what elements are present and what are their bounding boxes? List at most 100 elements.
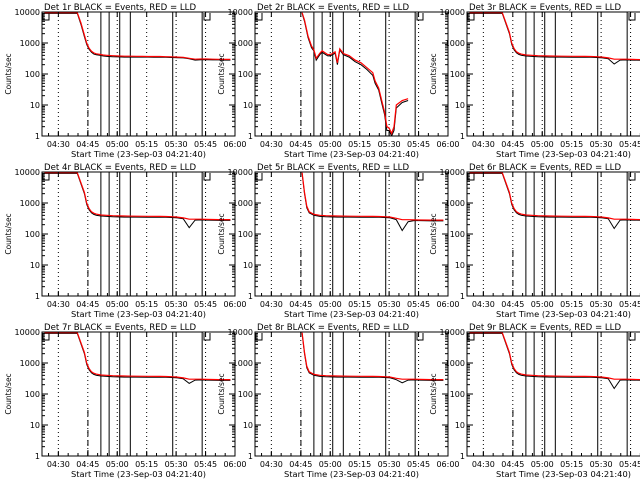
y-tick-label: 100 <box>25 390 40 399</box>
time-marker <box>416 173 424 181</box>
x-axis-label: Start Time (23-Sep-03 04:21:40) <box>71 149 206 159</box>
x-tick-label: 05:15 <box>348 140 371 149</box>
x-axis-label: Start Time (23-Sep-03 04:21:40) <box>496 149 631 159</box>
y-tick-label: 10000 <box>440 328 465 337</box>
y-tick-label: 1000 <box>20 359 40 368</box>
lld-series-line <box>469 12 640 61</box>
panel-title: Det 9r BLACK = Events, RED = LLD <box>469 323 621 333</box>
y-tick-label: 10 <box>243 101 253 110</box>
y-tick-label: 10 <box>243 421 253 430</box>
plot-frame <box>466 331 640 457</box>
x-axis-label: Start Time (23-Sep-03 04:21:40) <box>71 309 206 319</box>
panel-det-3: Det 3r BLACK = Events, RED = LLD 1 10 100 10… <box>429 3 640 159</box>
y-tick-label: 10 <box>30 261 40 270</box>
x-tick-label: 05:45 <box>407 460 430 469</box>
y-tick-label: 1000 <box>445 39 465 48</box>
x-tick-label: 04:30 <box>472 140 495 149</box>
x-tick-label: 06:00 <box>223 140 246 149</box>
y-tick-label: 1 <box>460 452 465 461</box>
panel-title: Det 8r BLACK = Events, RED = LLD <box>257 323 409 333</box>
x-tick-label: 05:15 <box>135 300 158 309</box>
y-axis-label: Counts/sec <box>217 373 226 414</box>
y-tick-label: 1 <box>248 132 253 141</box>
x-tick-label: 05:45 <box>619 460 640 469</box>
x-tick-label: 06:00 <box>436 140 459 149</box>
y-axis-label: Counts/sec <box>429 373 438 414</box>
time-marker <box>416 333 424 341</box>
x-tick-label: 05:45 <box>407 140 430 149</box>
x-axis-label: Start Time (23-Sep-03 04:21:40) <box>496 469 631 479</box>
x-tick-label: 04:30 <box>260 300 283 309</box>
x-tick-label: 05:45 <box>619 140 640 149</box>
x-tick-label: 05:15 <box>135 140 158 149</box>
panel-det-9: Det 9r BLACK = Events, RED = LLD 1 10 100 10… <box>429 323 640 479</box>
x-tick-label: 05:00 <box>319 300 342 309</box>
y-tick-label: 1 <box>248 292 253 301</box>
panel-title: Det 1r BLACK = Events, RED = LLD <box>44 3 196 13</box>
x-tick-label: 04:45 <box>289 300 312 309</box>
plot-frame <box>41 331 236 457</box>
time-marker <box>416 13 424 21</box>
events-series-line <box>301 333 444 384</box>
x-tick-label: 05:30 <box>165 300 188 309</box>
series-group <box>469 12 640 65</box>
series-group <box>469 332 640 390</box>
x-tick-label: 06:00 <box>223 300 246 309</box>
y-tick-label: 1 <box>35 452 40 461</box>
panel-title: Det 2r BLACK = Events, RED = LLD <box>257 3 409 13</box>
lld-series-line <box>469 172 640 221</box>
x-axis-label: Start Time (23-Sep-03 04:21:40) <box>71 469 206 479</box>
x-tick-label: 04:45 <box>501 460 524 469</box>
y-tick-label: 10000 <box>15 328 40 337</box>
y-tick-label: 10000 <box>228 8 253 17</box>
time-marker <box>203 13 211 21</box>
lld-series-line <box>301 12 409 136</box>
x-tick-label: 04:45 <box>76 300 99 309</box>
x-tick-label: 04:45 <box>289 460 312 469</box>
x-tick-label: 04:30 <box>472 460 495 469</box>
y-tick-label: 100 <box>450 70 465 79</box>
x-tick-label: 04:30 <box>47 300 70 309</box>
y-tick-label: 10 <box>243 261 253 270</box>
x-tick-label: 04:30 <box>47 460 70 469</box>
y-tick-label: 10000 <box>440 8 465 17</box>
x-tick-label: 05:15 <box>135 460 158 469</box>
x-tick-label: 05:00 <box>319 460 342 469</box>
time-marker <box>203 173 211 181</box>
lld-series-line <box>44 12 231 61</box>
x-tick-label: 05:30 <box>165 460 188 469</box>
x-tick-label: 05:00 <box>531 300 554 309</box>
y-axis-label: Counts/sec <box>4 213 13 254</box>
x-tick-label: 05:00 <box>106 460 129 469</box>
x-tick-label: 04:45 <box>76 140 99 149</box>
x-tick-label: 06:00 <box>436 300 459 309</box>
x-tick-label: 04:30 <box>260 140 283 149</box>
lld-series-line <box>44 172 231 221</box>
plot-frame <box>254 331 449 457</box>
x-tick-label: 05:45 <box>407 300 430 309</box>
x-tick-label: 05:45 <box>194 460 217 469</box>
y-tick-label: 1000 <box>445 359 465 368</box>
x-tick-label: 05:00 <box>531 140 554 149</box>
series-group <box>44 12 231 61</box>
y-tick-label: 100 <box>25 230 40 239</box>
y-axis-label: Counts/sec <box>429 213 438 254</box>
x-tick-label: 05:30 <box>590 300 613 309</box>
panel-det-7: Det 7r BLACK = Events, RED = LLD 1 10 100 10… <box>4 323 247 479</box>
y-tick-label: 1000 <box>20 39 40 48</box>
lld-series-line <box>44 332 231 381</box>
y-tick-label: 10 <box>455 101 465 110</box>
y-axis-label: Counts/sec <box>4 373 13 414</box>
x-tick-label: 06:00 <box>436 460 459 469</box>
x-tick-label: 05:00 <box>106 300 129 309</box>
panel-title: Det 3r BLACK = Events, RED = LLD <box>469 3 621 13</box>
y-tick-label: 10000 <box>228 328 253 337</box>
series-group <box>44 172 231 229</box>
plot-frame <box>41 171 236 297</box>
y-tick-label: 10000 <box>228 168 253 177</box>
y-tick-label: 1000 <box>233 39 253 48</box>
x-tick-label: 06:00 <box>223 460 246 469</box>
y-axis-label: Counts/sec <box>4 53 13 94</box>
plot-frame <box>254 171 449 297</box>
time-marker <box>628 13 636 21</box>
